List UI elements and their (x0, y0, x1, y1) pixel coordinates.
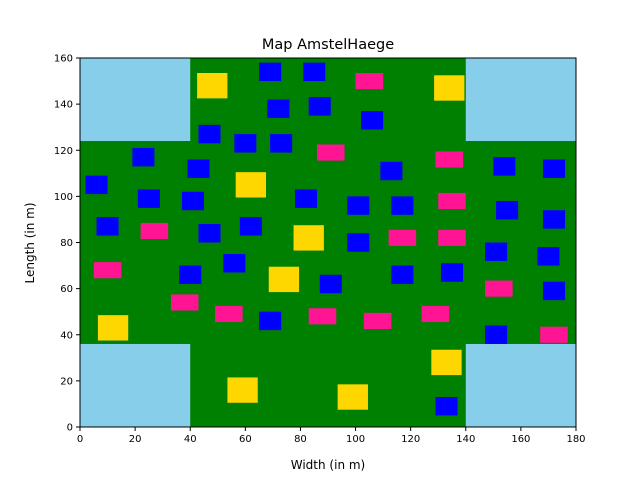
house-medium (421, 305, 450, 323)
house-small (179, 265, 202, 285)
water-layer (80, 58, 576, 427)
x-tick-label: 0 (77, 434, 83, 445)
house-small (239, 217, 262, 236)
y-axis-label: Length (in m) (23, 202, 37, 283)
house-small (485, 242, 508, 261)
house-large (227, 377, 258, 403)
house-small (542, 210, 565, 229)
chart-title: Map AmstelHaege (262, 37, 394, 53)
x-tick-label: 60 (239, 434, 252, 445)
y-tick-label: 80 (60, 238, 73, 249)
house-large (197, 72, 228, 99)
house-layer (85, 62, 568, 416)
house-medium (435, 151, 464, 168)
house-small (267, 99, 290, 118)
y-tick-label: 160 (54, 54, 73, 65)
y-tick-label: 140 (54, 100, 73, 111)
x-tick-label: 140 (456, 434, 475, 445)
house-small (303, 62, 326, 82)
y-tick-label: 120 (54, 146, 73, 157)
house-small (347, 233, 370, 252)
house-small (198, 224, 221, 243)
x-tick-label: 80 (294, 434, 307, 445)
house-medium (93, 262, 122, 279)
house-small (440, 263, 464, 282)
plot-area (79, 57, 577, 428)
house-small (319, 274, 342, 294)
water-body (80, 58, 191, 142)
house-large (434, 75, 465, 101)
house-small (223, 254, 246, 273)
house-medium (388, 229, 417, 246)
house-medium (316, 144, 345, 161)
house-small (391, 265, 414, 285)
house-medium (438, 192, 466, 210)
house-small (181, 191, 204, 211)
x-tick-label: 180 (566, 434, 585, 445)
x-tick-label: 120 (401, 434, 420, 445)
house-small (96, 217, 119, 236)
water-body (465, 343, 576, 427)
x-axis-label: Width (in m) (291, 458, 365, 472)
house-large (337, 384, 368, 410)
house-medium (363, 312, 392, 329)
house-large (268, 266, 300, 293)
house-small (198, 124, 221, 144)
house-large (431, 349, 462, 376)
water-body (80, 343, 191, 427)
house-small (308, 97, 331, 116)
house-large (97, 315, 129, 341)
house-small (380, 161, 403, 181)
house-small (493, 157, 516, 176)
y-tick-label: 40 (60, 330, 73, 341)
house-small (542, 281, 565, 301)
house-large (293, 225, 324, 251)
house-small (187, 159, 210, 178)
y-tick-label: 0 (67, 423, 73, 434)
water-body (465, 58, 576, 142)
house-small (485, 325, 508, 344)
house-small (270, 134, 293, 153)
x-tick-label: 40 (184, 434, 197, 445)
house-medium (438, 229, 466, 246)
house-medium (308, 308, 337, 325)
y-tick-label: 100 (54, 192, 73, 203)
house-small (496, 200, 519, 220)
house-small (85, 175, 108, 195)
y-tick-label: 20 (60, 376, 73, 387)
house-small (347, 196, 370, 215)
house-small (234, 134, 257, 153)
house-small (137, 189, 160, 208)
y-tick-label: 60 (60, 284, 73, 295)
house-medium (170, 294, 199, 311)
house-small (542, 159, 565, 178)
house-small (132, 147, 155, 167)
house-small (259, 62, 282, 82)
house-small (537, 247, 560, 266)
house-medium (540, 326, 568, 343)
house-medium (355, 72, 384, 90)
x-tick-label: 20 (129, 434, 142, 445)
y-axis: 0 20 40 60 80 100 120 140 160 (54, 54, 80, 434)
x-axis: 0 20 40 60 80 100 120 140 160 180 (77, 427, 586, 445)
house-small (391, 196, 414, 215)
house-large (235, 172, 266, 198)
house-small (361, 111, 384, 130)
house-small (294, 189, 317, 208)
house-medium (215, 305, 243, 323)
house-small (435, 397, 458, 416)
house-medium (140, 222, 169, 240)
house-medium (485, 280, 513, 297)
x-tick-label: 100 (346, 434, 365, 445)
house-small (259, 311, 282, 331)
x-tick-label: 160 (511, 434, 530, 445)
